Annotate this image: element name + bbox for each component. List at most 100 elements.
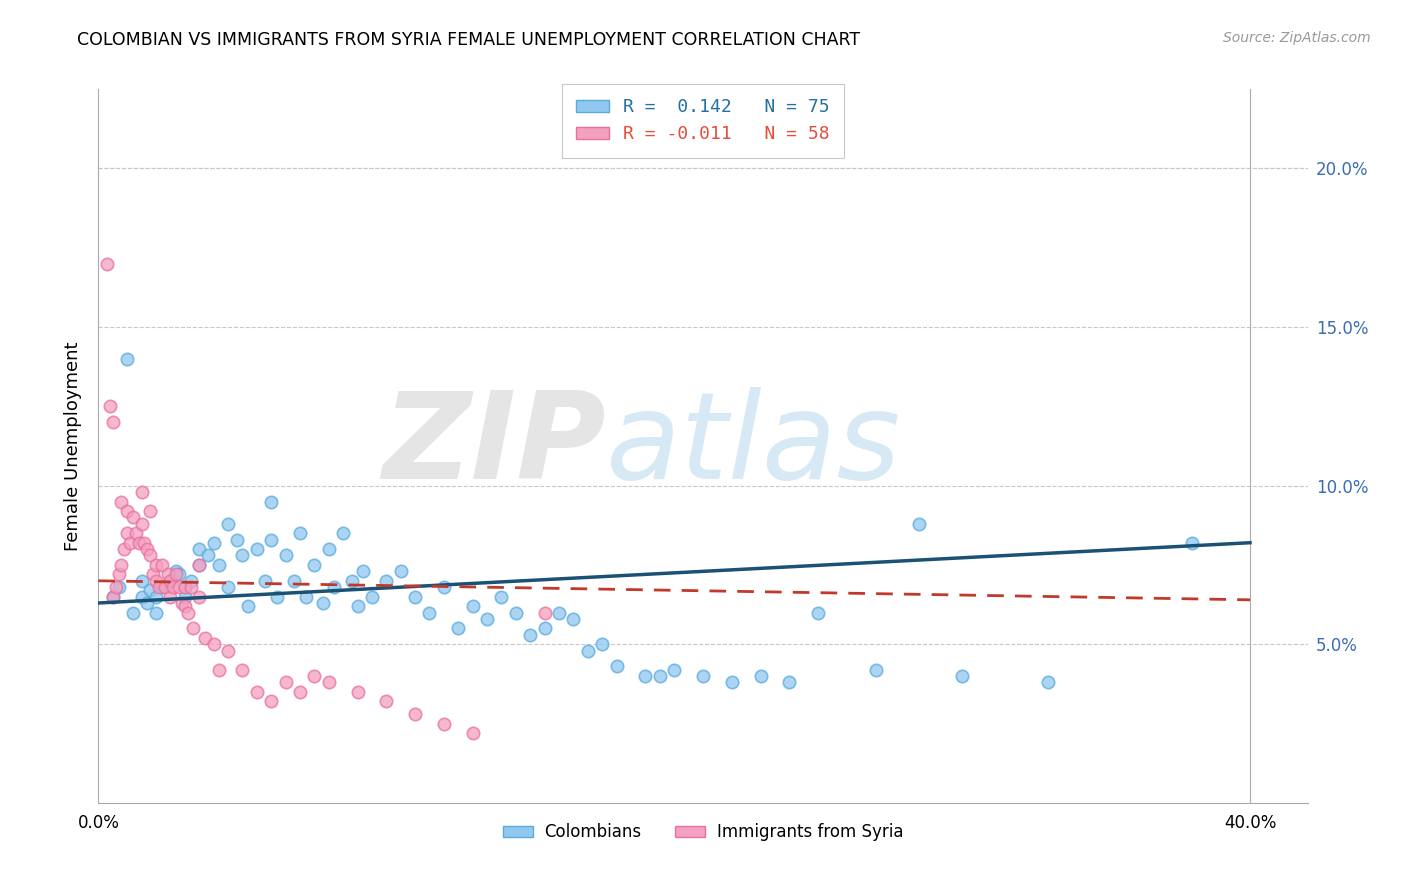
Point: [778, 675, 800, 690]
Point: [115, 351, 138, 366]
Point: [533, 621, 555, 635]
Point: [461, 599, 484, 614]
Point: [170, 596, 193, 610]
Point: [167, 567, 190, 582]
Point: [159, 574, 181, 588]
Point: [156, 567, 179, 582]
Point: [217, 516, 239, 531]
Y-axis label: Female Unemployment: Female Unemployment: [63, 342, 82, 550]
Point: [318, 675, 340, 690]
Point: [404, 590, 426, 604]
Point: [491, 590, 513, 604]
Point: [475, 612, 498, 626]
Point: [294, 590, 316, 604]
Point: [318, 542, 340, 557]
Point: [274, 675, 297, 690]
Point: [131, 590, 153, 604]
Point: [208, 558, 231, 572]
Point: [131, 516, 153, 531]
Point: [254, 574, 277, 588]
Point: [134, 535, 156, 549]
Point: [107, 567, 129, 582]
Point: [246, 685, 269, 699]
Point: [98, 400, 121, 414]
Point: [167, 580, 190, 594]
Point: [96, 257, 118, 271]
Point: [562, 612, 585, 626]
Point: [139, 583, 162, 598]
Point: [346, 685, 368, 699]
Text: Source: ZipAtlas.com: Source: ZipAtlas.com: [1223, 31, 1371, 45]
Point: [180, 580, 202, 594]
Point: [131, 574, 153, 588]
Point: [304, 558, 326, 572]
Point: [145, 558, 167, 572]
Point: [202, 637, 225, 651]
Point: [404, 706, 426, 721]
Point: [101, 415, 124, 429]
Point: [433, 580, 456, 594]
Point: [176, 606, 198, 620]
Point: [150, 558, 173, 572]
Point: [340, 574, 363, 588]
Point: [159, 590, 181, 604]
Point: [115, 504, 138, 518]
Point: [217, 580, 239, 594]
Point: [288, 526, 311, 541]
Point: [145, 574, 167, 588]
Point: [173, 580, 195, 594]
Point: [173, 599, 195, 614]
Point: [128, 535, 150, 549]
Point: [312, 596, 335, 610]
Point: [112, 542, 135, 557]
Point: [125, 526, 148, 541]
Point: [346, 599, 368, 614]
Point: [548, 606, 571, 620]
Point: [173, 580, 195, 594]
Point: [107, 580, 129, 594]
Point: [288, 685, 311, 699]
Point: [145, 606, 167, 620]
Point: [304, 669, 326, 683]
Point: [208, 663, 231, 677]
Text: COLOMBIAN VS IMMIGRANTS FROM SYRIA FEMALE UNEMPLOYMENT CORRELATION CHART: COLOMBIAN VS IMMIGRANTS FROM SYRIA FEMAL…: [77, 31, 860, 49]
Point: [131, 485, 153, 500]
Point: [165, 567, 187, 582]
Point: [634, 669, 657, 683]
Point: [110, 558, 132, 572]
Point: [375, 574, 398, 588]
Point: [188, 558, 211, 572]
Point: [122, 606, 145, 620]
Point: [323, 580, 346, 594]
Point: [188, 558, 211, 572]
Point: [139, 504, 162, 518]
Point: [908, 516, 931, 531]
Point: [418, 606, 440, 620]
Point: [159, 574, 181, 588]
Point: [217, 643, 239, 657]
Point: [606, 659, 628, 673]
Point: [266, 590, 288, 604]
Text: ZIP: ZIP: [382, 387, 606, 505]
Point: [101, 590, 124, 604]
Point: [188, 542, 211, 557]
Point: [231, 663, 253, 677]
Point: [533, 606, 555, 620]
Point: [664, 663, 686, 677]
Point: [461, 726, 484, 740]
Point: [231, 549, 253, 563]
Point: [1181, 535, 1204, 549]
Point: [591, 637, 613, 651]
Point: [246, 542, 269, 557]
Point: [236, 599, 259, 614]
Point: [332, 526, 354, 541]
Point: [136, 542, 159, 557]
Point: [173, 590, 195, 604]
Point: [274, 549, 297, 563]
Point: [120, 535, 142, 549]
Point: [115, 526, 138, 541]
Point: [202, 535, 225, 549]
Point: [104, 580, 127, 594]
Point: [122, 510, 145, 524]
Point: [352, 564, 374, 578]
